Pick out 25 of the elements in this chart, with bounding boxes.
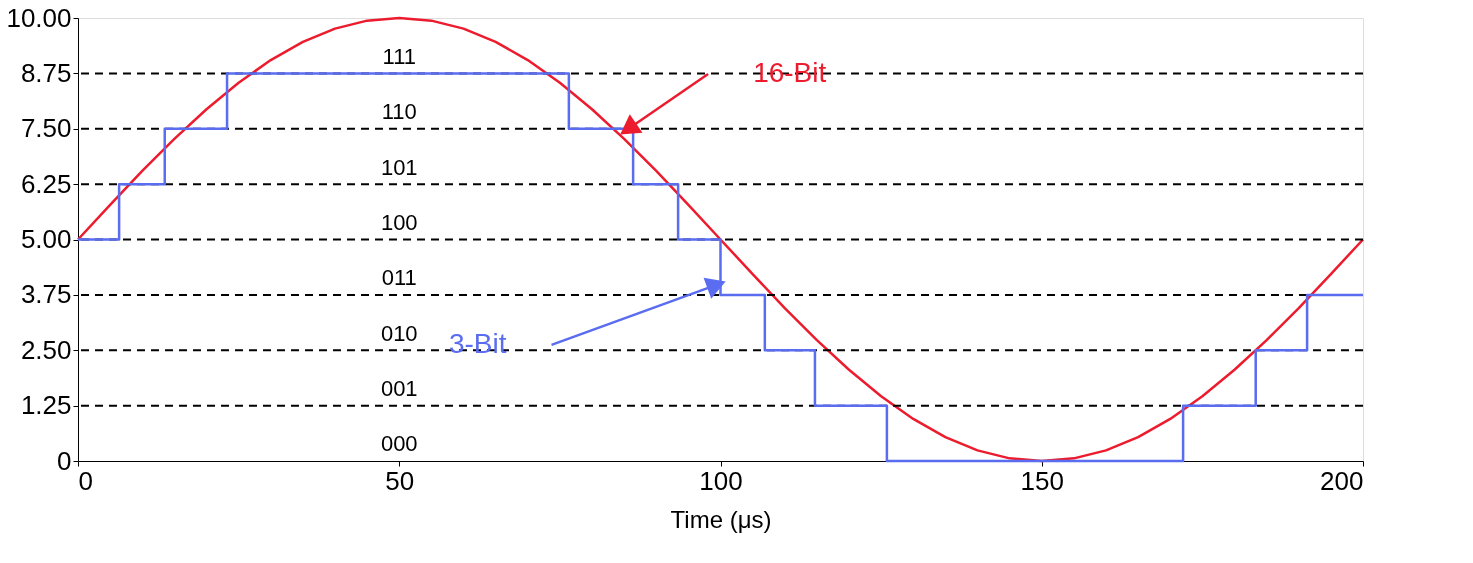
y-tick-label: 1.25 [20, 390, 72, 421]
annotation: 101 [380, 154, 418, 180]
x-tick-label: 150 [1020, 465, 1064, 496]
y-tick-label: 2.50 [20, 334, 72, 365]
annotation: 010 [380, 320, 418, 346]
annotation: 100 [380, 209, 418, 235]
annotation: 011 [381, 265, 417, 291]
x-axis-title: Time (μs) [670, 505, 772, 533]
annotation: 001 [380, 376, 418, 402]
y-tick-label: 7.50 [20, 113, 72, 144]
annotation: 111 [382, 43, 416, 69]
annotation: 110 [381, 99, 417, 125]
x-tick-label: 50 [385, 465, 415, 496]
y-tick-label: 8.75 [20, 57, 72, 88]
y-tick-label: 10.00 [6, 2, 72, 33]
x-tick-label: 100 [699, 465, 743, 496]
y-tick-label: 0 [57, 445, 72, 476]
x-tick-label: 200 [1320, 465, 1364, 496]
text: 3-Bit [448, 327, 507, 359]
x-tick-label: 0 [78, 465, 93, 496]
y-tick-label: 5.00 [20, 224, 72, 254]
y-tick-label: 3.75 [20, 279, 72, 310]
text: 16-Bit [753, 56, 827, 88]
annotation: 000 [380, 431, 418, 457]
y-tick-label: 6.25 [20, 168, 72, 199]
